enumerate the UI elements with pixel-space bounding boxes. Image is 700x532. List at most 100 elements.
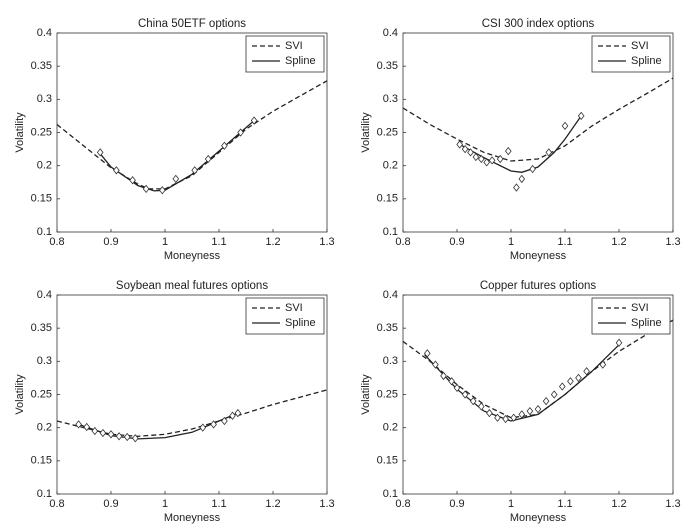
y-tick-label: 0.4 (383, 289, 398, 301)
legend: SVI Spline (245, 297, 325, 335)
market-point (91, 426, 99, 436)
market-point (83, 422, 91, 432)
x-tick-label: 1.1 (211, 498, 226, 510)
market-point (142, 184, 150, 194)
y-tick-label: 0.35 (377, 60, 398, 72)
market-point (496, 154, 504, 164)
y-tick-label: 0.4 (37, 289, 52, 301)
x-tick-label: 1.2 (265, 236, 280, 248)
market-point (615, 338, 623, 347)
market-point (115, 432, 123, 441)
x-axis-label: Moneyness (164, 250, 221, 262)
market-point (477, 402, 485, 411)
legend-label: SVI (631, 302, 649, 314)
market-point (440, 371, 447, 381)
legend-label: Spline (285, 317, 316, 329)
market-point (221, 141, 228, 150)
y-tick-label: 0.35 (377, 322, 398, 334)
legend-label: SVI (285, 40, 303, 52)
market-point (477, 154, 485, 164)
market-point (558, 382, 566, 391)
market-point (486, 408, 493, 418)
market-point (199, 423, 207, 432)
y-tick-label: 0.15 (377, 455, 398, 467)
x-tick-label: 0.8 (49, 498, 64, 510)
y-tick-label: 0.1 (383, 226, 398, 238)
y-tick-label: 0.1 (37, 226, 52, 238)
legend: SVI Spline (591, 297, 671, 335)
x-tick-label: 1.1 (557, 236, 572, 248)
subplot: 0.8 0.9 1 1.1 1.2 1.3 0.1 0.15 0.2 0.25 0.3 0.35 0.4… (360, 280, 681, 524)
y-tick-label: 0.2 (37, 422, 52, 434)
subplot: 0.8 0.9 1 1.1 1.2 1.3 0.1 0.15 0.2 0.25 0.3 0.35 0.4… (360, 18, 681, 262)
market-point (172, 174, 180, 184)
y-axis-label: Volatility (14, 112, 26, 153)
subplot-title: Copper futures options (480, 280, 597, 292)
x-tick-label: 1 (508, 236, 514, 248)
y-tick-label: 0.35 (31, 60, 52, 72)
market-point (461, 390, 469, 399)
market-point (529, 164, 536, 174)
x-tick-label: 0.8 (395, 498, 410, 510)
subplot: 0.8 0.9 1 1.1 1.2 1.3 0.1 0.15 0.2 0.25 0.3 0.35 0.4… (14, 18, 335, 262)
legend: SVI Spline (245, 35, 325, 73)
market-point (472, 152, 480, 162)
market-point (577, 111, 585, 121)
series-line (403, 77, 673, 162)
market-point (234, 408, 242, 418)
y-tick-label: 0.35 (31, 322, 52, 334)
y-tick-label: 0.2 (383, 160, 398, 172)
y-tick-label: 0.4 (383, 27, 398, 39)
market-point (250, 116, 258, 125)
x-axis-label: Moneyness (510, 250, 567, 262)
market-point (453, 383, 461, 393)
y-tick-label: 0.4 (37, 27, 52, 39)
x-tick-label: 0.9 (449, 236, 464, 248)
market-point (545, 148, 553, 157)
market-point (483, 158, 491, 167)
y-tick-label: 0.15 (377, 193, 398, 205)
market-point (599, 360, 607, 369)
x-tick-label: 1.2 (611, 498, 626, 510)
market-point (123, 432, 131, 442)
plot-content (57, 389, 327, 443)
x-tick-label: 1 (162, 236, 168, 248)
x-tick-label: 1.3 (319, 498, 334, 510)
x-axis-label: Moneyness (164, 512, 221, 524)
y-tick-label: 0.1 (383, 488, 398, 500)
series-line (57, 389, 327, 437)
market-point (542, 396, 550, 406)
legend-label: Spline (631, 55, 662, 67)
x-tick-label: 0.9 (103, 498, 118, 510)
plot-content (403, 319, 673, 424)
x-tick-label: 1.1 (211, 236, 226, 248)
legend-box (245, 35, 325, 73)
market-point (575, 373, 582, 383)
y-tick-label: 0.15 (31, 455, 52, 467)
market-point (158, 186, 166, 195)
market-point (518, 410, 526, 419)
market-point (518, 174, 526, 184)
legend-box (245, 297, 325, 335)
market-point (502, 414, 509, 424)
y-tick-label: 0.2 (37, 160, 52, 172)
y-tick-label: 0.15 (31, 193, 52, 205)
legend-label: SVI (285, 302, 303, 314)
subplot-title: China 50ETF options (138, 18, 246, 30)
market-point (131, 434, 139, 443)
market-point (469, 396, 477, 406)
y-tick-label: 0.25 (31, 388, 52, 400)
market-point (461, 144, 469, 154)
x-tick-label: 1.1 (557, 498, 572, 510)
market-point (129, 176, 136, 185)
market-point (210, 420, 217, 429)
x-tick-label: 0.8 (49, 236, 64, 248)
market-point (494, 413, 501, 422)
legend-box (591, 35, 671, 73)
subplot-title: CSI 300 index options (482, 18, 595, 30)
market-point (561, 121, 569, 131)
market-point (113, 166, 120, 175)
x-tick-label: 1.3 (319, 236, 334, 248)
series-line (424, 344, 620, 422)
y-tick-label: 0.3 (37, 93, 52, 105)
